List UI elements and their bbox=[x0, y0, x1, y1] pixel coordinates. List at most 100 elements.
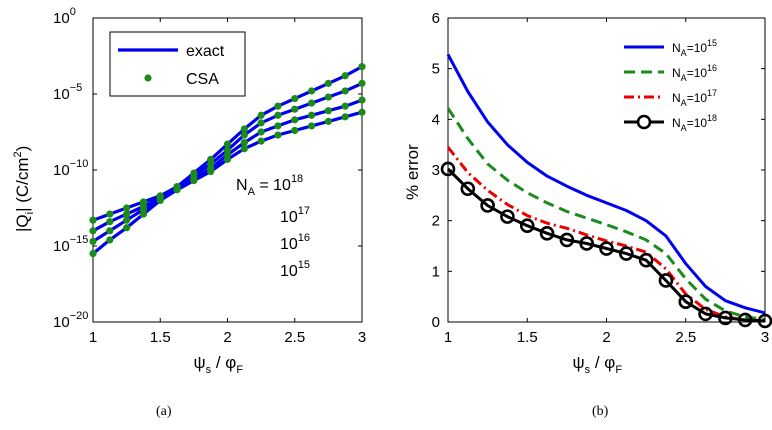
legend-mid: =10 bbox=[687, 91, 708, 105]
legend-sub: A bbox=[681, 123, 687, 133]
panel-b-x-tick-label: 1 bbox=[444, 329, 452, 346]
panel-a-csa-point-1e15 bbox=[123, 224, 131, 232]
panel-a-exact-line-1e15 bbox=[91, 110, 363, 255]
panel-b-marker-1e18 bbox=[619, 246, 634, 261]
panel-b-y-tick-label: 2 bbox=[432, 213, 440, 230]
panel-a-legend-box bbox=[109, 31, 246, 97]
panel-b-marker-1e18 bbox=[599, 241, 614, 256]
panel-b-marker-1e18 bbox=[579, 236, 594, 251]
panel-a-csa-point-1e15 bbox=[190, 177, 198, 185]
panel-a-y-tick-base: 10 bbox=[53, 86, 70, 103]
panel-a-csa-point-1e16 bbox=[274, 122, 282, 130]
panel-a-csa-point-1e17 bbox=[341, 87, 349, 95]
panel-b-y-tick-label: 4 bbox=[432, 111, 440, 128]
panel-b-marker-1e18 bbox=[737, 312, 753, 328]
ann-sup: 17 bbox=[298, 205, 310, 217]
panel-b-marker-1e18 bbox=[658, 273, 674, 288]
panel-b-marker-1e18 bbox=[678, 294, 694, 310]
panel-a-x-tick-label: 1.5 bbox=[150, 329, 171, 346]
annotation-na-16: 1016 bbox=[280, 232, 310, 253]
panel-a-csa-point-1e15 bbox=[291, 126, 299, 135]
panel-b-legend-marker bbox=[636, 114, 652, 130]
panel-b-marker-1e18 bbox=[559, 232, 575, 248]
panel-b-legend-label-15: NA=1015 bbox=[672, 38, 717, 58]
legend-prefix: N bbox=[672, 91, 681, 105]
y-label-rest: | (C/cm bbox=[13, 157, 32, 211]
panel-b-marker-1e18 bbox=[440, 161, 456, 177]
panel-b-caption: (b) bbox=[592, 404, 609, 419]
legend-sub: A bbox=[681, 73, 687, 83]
panel-a-csa-point-1e17 bbox=[240, 131, 248, 139]
panel-a-csa-point-1e18 bbox=[223, 140, 232, 148]
panel-b-x-tick-label: 3 bbox=[761, 329, 769, 346]
panel-b-y-tick-label: 0 bbox=[432, 314, 440, 331]
panel-a-csa-point-1e17 bbox=[257, 119, 265, 127]
ann-sup: 18 bbox=[291, 173, 303, 185]
panel-b-y-tick-label: 3 bbox=[432, 162, 440, 179]
x-label-sub: s bbox=[206, 364, 212, 376]
panel-a-x-tick-label: 1 bbox=[89, 329, 97, 346]
ann-prefix: N bbox=[236, 177, 248, 194]
legend-mid: =10 bbox=[687, 41, 708, 55]
panel-a-csa-point-1e15 bbox=[274, 131, 282, 139]
panel-b-x-axis-label: ψs / φF bbox=[573, 353, 623, 376]
legend-sub: A bbox=[681, 98, 687, 108]
x-label-main: ψ bbox=[194, 353, 206, 372]
panel-a-csa-point-1e18 bbox=[307, 87, 316, 95]
panel-a-legend: exact CSA bbox=[109, 31, 246, 97]
x-label-main: ψ bbox=[573, 353, 585, 372]
panel-b-y-tick-label: 5 bbox=[432, 61, 440, 78]
y-label-main: % error bbox=[403, 144, 422, 200]
panel-a-x-axis-label: ψs / φF bbox=[194, 353, 244, 376]
panel-b-legend-label-18: NA=1018 bbox=[672, 113, 717, 133]
annotation-na-15: 1015 bbox=[280, 259, 310, 280]
panel-a-x-ticks: 1 1.5 2 2.5 3 bbox=[89, 18, 366, 346]
panel-a-csa-point-1e15 bbox=[240, 145, 248, 153]
panel-a-y-tick-label: 10−5 bbox=[53, 82, 82, 103]
panel-a-csa-point-1e18 bbox=[257, 111, 265, 119]
panel-a-csa-point-1e17 bbox=[106, 218, 114, 226]
panel-a-csa-point-1e18 bbox=[324, 79, 332, 87]
panel-b-error-line-1e18 bbox=[446, 167, 766, 323]
panel-a-csa-point-1e16 bbox=[240, 139, 248, 147]
panel-b-marker-1e18 bbox=[698, 306, 713, 322]
legend-sup: 17 bbox=[707, 88, 717, 98]
legend-csa-label: CSA bbox=[186, 71, 219, 88]
panel-a-plot-area bbox=[89, 17, 366, 323]
panel-b-error-line-1e16 bbox=[446, 107, 766, 321]
panel-b-y-ticks: 0 1 2 3 4 5 6 bbox=[432, 10, 765, 331]
panel-a-y-tick-exp: −10 bbox=[70, 158, 89, 170]
panel-b-legend-label-17: NA=1017 bbox=[672, 88, 717, 108]
panel-a-y-tick-label: 10−20 bbox=[53, 310, 88, 331]
panel-a-csa-point-1e18 bbox=[106, 210, 114, 218]
legend-exact-label: exact bbox=[186, 43, 225, 60]
panel-a-csa-point-1e16 bbox=[291, 116, 299, 124]
panel-a-csa-point-1e18 bbox=[341, 72, 349, 80]
panel-a-csa-point-1e15 bbox=[207, 167, 215, 176]
panel-a-x-tick-label: 3 bbox=[358, 329, 366, 346]
panel-b-x-ticks: 1 1.5 2 2.5 3 bbox=[444, 18, 769, 346]
panel-b-y-axis-label: % error bbox=[403, 144, 422, 200]
panel-b-marker-1e18 bbox=[757, 313, 772, 329]
panel-a-csa-point-1e15 bbox=[106, 236, 114, 244]
panel-a-csa-point-1e18 bbox=[358, 63, 366, 71]
panel-a-csa-point-1e15 bbox=[139, 210, 148, 218]
legend-sup: 15 bbox=[707, 38, 717, 48]
panel-a-csa-point-1e16 bbox=[307, 111, 316, 119]
panel-b-plot-area bbox=[440, 17, 772, 329]
ann-sup: 15 bbox=[298, 259, 310, 271]
panel-a-csa-point-1e15 bbox=[341, 113, 349, 121]
panel-a-y-tick-exp: −20 bbox=[70, 310, 89, 322]
panel-a-csa-point-1e15 bbox=[156, 196, 164, 204]
panel-a-y-tick-label: 10−10 bbox=[53, 158, 88, 179]
annotation-na-1e18: NA = 1018 bbox=[236, 173, 303, 198]
y-label-sub: i bbox=[24, 212, 36, 214]
legend-sub: A bbox=[681, 48, 687, 58]
panel-b-marker-1e18 bbox=[539, 226, 555, 241]
panel-a-y-tick-base: 10 bbox=[53, 10, 70, 27]
panel-a-y-tick-label: 10−15 bbox=[53, 234, 88, 255]
panel-a-csa-point-1e18 bbox=[89, 216, 97, 224]
